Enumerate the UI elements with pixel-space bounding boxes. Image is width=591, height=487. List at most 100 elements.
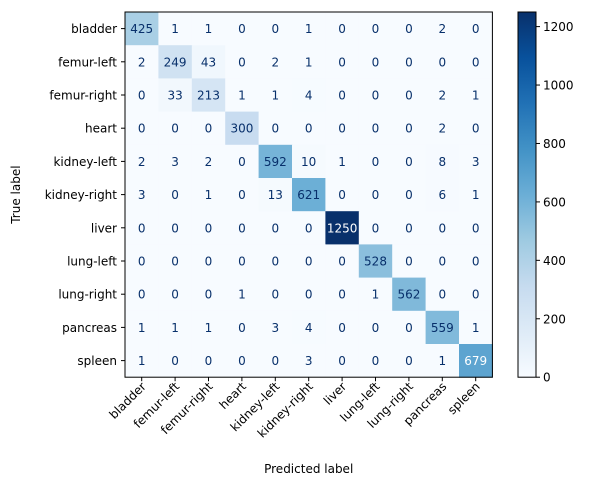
cell-value: 425 bbox=[130, 22, 153, 36]
cell bbox=[225, 310, 260, 345]
cell bbox=[191, 310, 226, 345]
cell bbox=[292, 178, 326, 212]
cell bbox=[125, 310, 159, 345]
cell-value: 562 bbox=[397, 288, 420, 302]
cell bbox=[325, 244, 360, 279]
cell-value: 0 bbox=[405, 255, 413, 269]
y-tick-label: heart bbox=[85, 122, 117, 136]
cell-value: 2 bbox=[271, 55, 279, 69]
cell bbox=[258, 111, 293, 146]
cell-value: 1 bbox=[472, 89, 480, 103]
y-tick-label: kidney-left bbox=[53, 155, 117, 169]
cell bbox=[191, 211, 226, 245]
cell-value: 0 bbox=[338, 321, 346, 335]
cell bbox=[158, 45, 193, 79]
colorbar-tick-label: 1000 bbox=[543, 79, 574, 93]
cell-value: 0 bbox=[405, 221, 413, 235]
cell-value: 0 bbox=[405, 321, 413, 335]
cell-value: 2 bbox=[438, 122, 446, 136]
cell-value: 43 bbox=[201, 55, 216, 69]
cell-value: 0 bbox=[271, 122, 279, 136]
y-tick-label: bladder bbox=[71, 22, 117, 36]
cell-value: 6 bbox=[438, 188, 446, 202]
cell bbox=[258, 12, 293, 46]
cell bbox=[292, 111, 326, 146]
cell bbox=[225, 211, 260, 245]
cell-value: 3 bbox=[271, 321, 279, 335]
cell bbox=[191, 344, 226, 378]
cell bbox=[292, 244, 326, 279]
cell-value: 0 bbox=[305, 122, 313, 136]
cell-value: 592 bbox=[264, 155, 287, 169]
cell-value: 3 bbox=[171, 155, 179, 169]
cell bbox=[125, 344, 159, 378]
cell bbox=[358, 244, 393, 279]
cell-value: 0 bbox=[405, 354, 413, 368]
cell-value: 4 bbox=[305, 321, 313, 335]
cell bbox=[158, 310, 193, 345]
cell bbox=[358, 178, 393, 212]
cell-value: 0 bbox=[405, 55, 413, 69]
cell-value: 3 bbox=[138, 188, 146, 202]
cell bbox=[292, 277, 326, 312]
cell bbox=[191, 45, 226, 79]
cell-value: 1 bbox=[305, 55, 313, 69]
cell bbox=[292, 310, 326, 345]
cell bbox=[459, 344, 493, 378]
cell bbox=[258, 310, 293, 345]
cell bbox=[158, 244, 193, 279]
cell-value: 0 bbox=[405, 22, 413, 36]
cell-value: 528 bbox=[364, 255, 387, 269]
cell-value: 0 bbox=[372, 221, 380, 235]
cell-value: 0 bbox=[238, 255, 246, 269]
cell bbox=[425, 211, 460, 245]
cell-value: 10 bbox=[301, 155, 316, 169]
cell bbox=[392, 344, 427, 378]
cell-value: 1 bbox=[338, 155, 346, 169]
cell bbox=[325, 277, 360, 312]
cell bbox=[258, 344, 293, 378]
colorbar-tick-label: 400 bbox=[543, 254, 566, 268]
cell bbox=[392, 244, 427, 279]
colorbar-ticks: 0 200 400 600 800 1000 1200 bbox=[536, 20, 574, 385]
cell bbox=[258, 277, 293, 312]
cell-value: 213 bbox=[197, 89, 220, 103]
cell-value: 0 bbox=[138, 221, 146, 235]
cell bbox=[459, 144, 493, 179]
y-tick-label: lung-left bbox=[67, 255, 117, 269]
cell-value: 300 bbox=[230, 122, 253, 136]
cell bbox=[358, 45, 393, 79]
cell-value: 1 bbox=[238, 89, 246, 103]
cell-value: 0 bbox=[171, 354, 179, 368]
cell-value: 0 bbox=[338, 255, 346, 269]
cell bbox=[191, 111, 226, 146]
cell bbox=[459, 244, 493, 279]
cell-value: 0 bbox=[405, 188, 413, 202]
cell-value: 0 bbox=[472, 22, 480, 36]
cell-value: 0 bbox=[271, 255, 279, 269]
cell-value: 0 bbox=[138, 255, 146, 269]
cell-value: 0 bbox=[472, 255, 480, 269]
cell bbox=[392, 178, 427, 212]
cell bbox=[191, 277, 226, 312]
cell-value: 1 bbox=[271, 89, 279, 103]
cell bbox=[325, 12, 360, 46]
y-tick-label: pancreas bbox=[62, 321, 117, 335]
cell bbox=[292, 45, 326, 79]
y-axis-label: True label bbox=[9, 165, 23, 224]
cell bbox=[425, 310, 460, 345]
cell bbox=[392, 277, 427, 312]
cell bbox=[425, 277, 460, 312]
cell bbox=[425, 12, 460, 46]
cell bbox=[225, 178, 260, 212]
cell-value: 0 bbox=[138, 122, 146, 136]
cell bbox=[125, 144, 159, 179]
cell-value: 2 bbox=[438, 22, 446, 36]
y-tick-label: femur-left bbox=[58, 55, 117, 69]
cell-value: 0 bbox=[138, 89, 146, 103]
cell-value: 1 bbox=[305, 22, 313, 36]
cell-value: 1 bbox=[472, 321, 480, 335]
cell bbox=[425, 178, 460, 212]
cell bbox=[158, 144, 193, 179]
cell-value: 2 bbox=[138, 55, 146, 69]
